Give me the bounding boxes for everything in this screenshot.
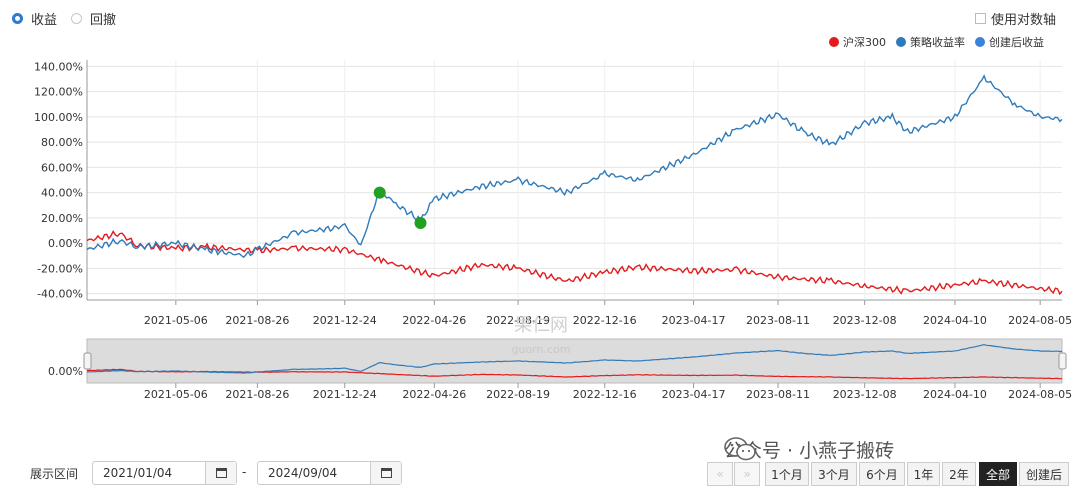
radio-icon <box>12 13 23 24</box>
end-date-value[interactable]: 2024/09/04 <box>268 466 338 480</box>
y-tick-label: 40.00% <box>41 187 83 200</box>
series-line-strategy <box>86 74 1063 259</box>
legend-item-strategy[interactable]: 策略收益率 <box>896 34 965 50</box>
site-watermark-top: 果仁网 <box>514 315 568 336</box>
y-tick-label: 80.00% <box>41 136 83 149</box>
returns-toggle[interactable]: 收益 <box>12 9 57 28</box>
returns-chart: 140.00% 120.00% 100.00% 80.00% 60.00% 40.00% 2… <box>34 60 1072 400</box>
x-tick-label: 2021-12-24 <box>313 314 377 327</box>
navigator-x-label: 2022-08-19 <box>486 388 550 400</box>
range-6m-button[interactable]: 6个月 <box>859 462 905 486</box>
navigator-handle <box>1058 352 1067 370</box>
site-watermark-bottom: guorn.com <box>512 343 571 356</box>
navigator-x-label: 2022-04-26 <box>402 388 466 400</box>
prev-page-button[interactable]: » <box>734 462 760 486</box>
legend-swatch <box>975 37 985 47</box>
navigator-x-label: 2024-04-10 <box>923 388 987 400</box>
double-left-arrow-icon: « <box>716 467 724 481</box>
start-date-picker[interactable]: 2021/01/04 <box>92 461 237 485</box>
calendar-icon[interactable] <box>205 462 236 484</box>
range-3m-button[interactable]: 3个月 <box>811 462 857 486</box>
drawdown-toggle[interactable]: 回撤 <box>71 9 116 28</box>
x-tick-label: 2024-08-05 <box>1008 314 1072 327</box>
start-date-value[interactable]: 2021/01/04 <box>103 466 173 480</box>
x-tick-label: 2024-04-10 <box>923 314 987 327</box>
navigator-window <box>86 338 1063 384</box>
range-1m-button[interactable]: 1个月 <box>765 462 809 486</box>
y-tick-label: 100.00% <box>34 111 83 124</box>
range-2y-button[interactable]: 2年 <box>942 462 976 486</box>
range-since-creation-button[interactable]: 创建后 <box>1019 462 1069 486</box>
navigator-x-label: 2021-08-26 <box>225 388 289 400</box>
navigator-y-tick: 0.00% <box>48 365 83 378</box>
x-tick-label: 2023-12-08 <box>833 314 897 327</box>
x-tick-label: 2021-05-06 <box>144 314 208 327</box>
range-all-button[interactable]: 全部 <box>979 462 1017 486</box>
legend-swatch <box>829 37 839 47</box>
navigator-x-label: 2021-05-06 <box>144 388 208 400</box>
first-page-button[interactable]: « <box>707 462 733 486</box>
navigator-line-strategy <box>86 343 1063 374</box>
legend-label: 策略收益率 <box>910 36 965 49</box>
navigator-handle <box>83 352 92 370</box>
range-bar: 展示区间 2021/01/04 - 2024/09/04 « » 1个月 3个月… <box>0 459 1080 489</box>
series-line-hs300 <box>86 229 1063 296</box>
returns-toggle-label: 收益 <box>31 13 58 28</box>
calendar-icon[interactable] <box>370 462 401 484</box>
x-tick-label: 2022-12-16 <box>573 314 637 327</box>
radio-icon <box>71 13 82 24</box>
log-axis-checkbox[interactable]: 使用对数轴 <box>974 9 1056 28</box>
legend-item-after-creation[interactable]: 创建后收益 <box>975 34 1044 50</box>
legend-item-hs300[interactable]: 沪深300 <box>829 34 886 50</box>
navigator-x-label: 2023-12-08 <box>833 388 897 400</box>
legend-label: 沪深300 <box>843 36 886 49</box>
watermark-text: 公众号 · 小燕子搬砖 <box>724 440 895 462</box>
y-tick-label: -40.00% <box>37 288 83 301</box>
navigator-x-label: 2024-08-05 <box>1008 388 1072 400</box>
end-date-picker[interactable]: 2024/09/04 <box>257 461 402 485</box>
navigator-x-label: 2023-04-17 <box>662 388 726 400</box>
trade-marker <box>373 186 386 199</box>
trade-marker <box>414 216 427 229</box>
x-tick-label: 2022-04-26 <box>402 314 466 327</box>
log-axis-label: 使用对数轴 <box>990 13 1056 28</box>
y-tick-label: 20.00% <box>41 212 83 225</box>
x-tick-label: 2023-04-17 <box>662 314 726 327</box>
y-tick-label: 60.00% <box>41 161 83 174</box>
checkbox-icon <box>974 13 986 24</box>
watermark: 公众号 · 小燕子搬砖 <box>724 436 894 463</box>
double-right-arrow-icon: » <box>743 467 751 481</box>
x-tick-label: 2021-08-26 <box>225 314 289 327</box>
drawdown-toggle-label: 回撤 <box>90 13 117 28</box>
navigator-x-label: 2022-12-16 <box>573 388 637 400</box>
x-tick-label: 2022-08-19 <box>486 314 550 327</box>
legend-label: 创建后收益 <box>989 36 1044 49</box>
x-tick-label: 2023-08-11 <box>746 314 810 327</box>
range-label: 展示区间 <box>30 467 79 481</box>
legend-swatch <box>896 37 906 47</box>
y-tick-label: -20.00% <box>37 262 83 275</box>
navigator-x-label: 2021-12-24 <box>313 388 377 400</box>
y-tick-label: 120.00% <box>34 86 83 99</box>
wechat-icon <box>724 437 756 461</box>
chart-legend: 沪深300 策略收益率 创建后收益 <box>819 34 1044 50</box>
y-tick-label: 0.00% <box>48 237 83 250</box>
range-separator: - <box>242 465 247 479</box>
range-1y-button[interactable]: 1年 <box>907 462 940 486</box>
y-tick-label: 140.00% <box>34 60 83 73</box>
navigator-x-label: 2023-08-11 <box>746 388 810 400</box>
